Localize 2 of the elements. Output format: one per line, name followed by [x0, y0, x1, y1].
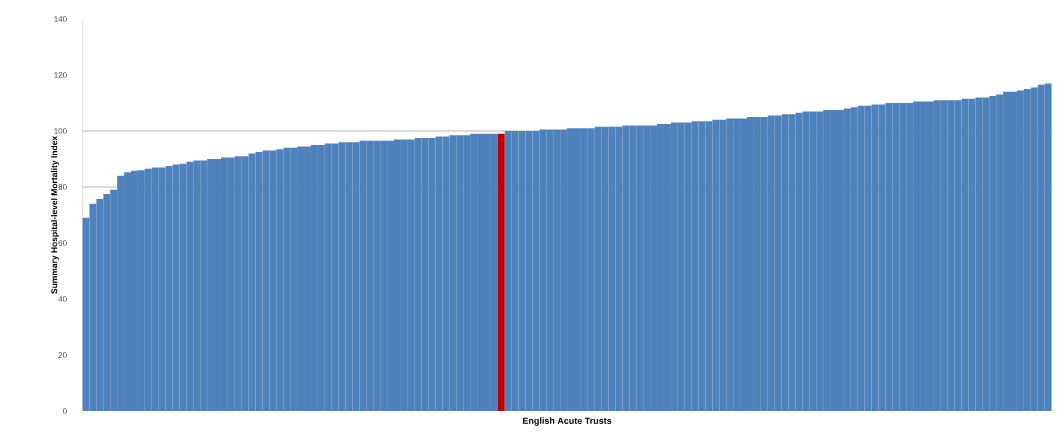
x-axis-title: English Acute Trusts [523, 417, 612, 426]
y-axis-title: Summary Hospital-level Mortality Index [50, 136, 59, 294]
